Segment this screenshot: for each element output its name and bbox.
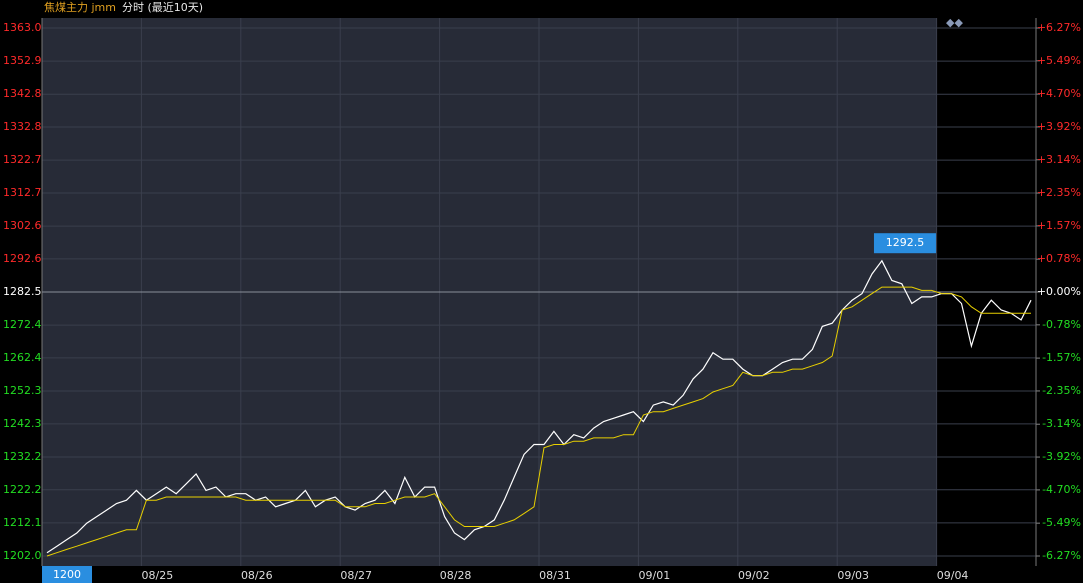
y-tick-label: 1242.3 bbox=[3, 417, 42, 430]
y-tick-label: 1302.6 bbox=[3, 219, 42, 232]
y-tick-label: 1312.7 bbox=[3, 186, 42, 199]
y2-tick-label: +1.57% bbox=[1037, 219, 1081, 232]
y-tick-label: 1212.1 bbox=[3, 516, 42, 529]
y-tick-label: 1322.7 bbox=[3, 153, 42, 166]
y-tick-label: 1363.0 bbox=[3, 21, 42, 34]
annotation-label: 1292.5 bbox=[886, 236, 925, 249]
y2-tick-label: -4.70% bbox=[1042, 483, 1081, 496]
cursor-label-box bbox=[42, 566, 92, 583]
y2-tick-label: +5.49% bbox=[1037, 54, 1081, 67]
y-tick-label: 1252.3 bbox=[3, 384, 42, 397]
y2-tick-label: +0.00% bbox=[1037, 285, 1081, 298]
y2-tick-label: -3.14% bbox=[1042, 417, 1081, 430]
y-tick-label: 1292.6 bbox=[3, 252, 42, 265]
annotation-box bbox=[873, 233, 936, 254]
y-tick-label: 1222.2 bbox=[3, 483, 42, 496]
y2-tick-label: +2.35% bbox=[1037, 186, 1081, 199]
icon: ◆◆ bbox=[946, 16, 963, 29]
x-tick-label: 09/02 bbox=[738, 569, 770, 582]
x-tick-label: 08/26 bbox=[241, 569, 273, 582]
x-tick-label: 08/31 bbox=[539, 569, 571, 582]
x-tick-label: 08/25 bbox=[142, 569, 174, 582]
y2-tick-label: -1.57% bbox=[1042, 351, 1081, 364]
y2-tick-label: -0.78% bbox=[1042, 318, 1081, 331]
x-tick-label: 09/04 bbox=[937, 569, 969, 582]
y2-tick-label: +6.27% bbox=[1037, 21, 1081, 34]
y-tick-label: 1262.4 bbox=[3, 351, 42, 364]
y2-tick-label: -2.35% bbox=[1042, 384, 1081, 397]
series-line bbox=[46, 259, 1032, 554]
y2-tick-label: +0.78% bbox=[1037, 252, 1081, 265]
chart-subtitle: 分时 (最近10天) bbox=[122, 1, 203, 14]
y-tick-label: 1342.8 bbox=[3, 87, 42, 100]
x-tick-label: 09/01 bbox=[639, 569, 671, 582]
y2-tick-label: -5.49% bbox=[1042, 516, 1081, 529]
y2-tick-label: +3.92% bbox=[1037, 120, 1081, 133]
y-tick-label: 1272.4 bbox=[3, 318, 42, 331]
x-tick-label: 09/03 bbox=[837, 569, 869, 582]
cursor-label: 1200 bbox=[53, 568, 81, 581]
y-tick-label: 1202.0 bbox=[3, 549, 42, 562]
x-tick-label: 08/27 bbox=[340, 569, 372, 582]
layer: 1363.0 1352.9 1342.8 1332.8 1322.7 1312.7 1302… bbox=[3, 18, 1081, 583]
y2-tick-label: -6.27% bbox=[1042, 549, 1081, 562]
y-tick-label: 1332.8 bbox=[3, 120, 42, 133]
y-tick-label: 1282.5 bbox=[3, 285, 42, 298]
y2-tick-label: +4.70% bbox=[1037, 87, 1081, 100]
y2-tick-label: +3.14% bbox=[1037, 153, 1081, 166]
y2-tick-label: -3.92% bbox=[1042, 450, 1081, 463]
chart-title: 焦煤主力 jmm bbox=[44, 1, 116, 14]
y-tick-label: 1232.2 bbox=[3, 450, 42, 463]
series-line bbox=[46, 286, 1031, 557]
x-tick-label: 08/28 bbox=[440, 569, 472, 582]
y-tick-label: 1352.9 bbox=[3, 54, 42, 67]
